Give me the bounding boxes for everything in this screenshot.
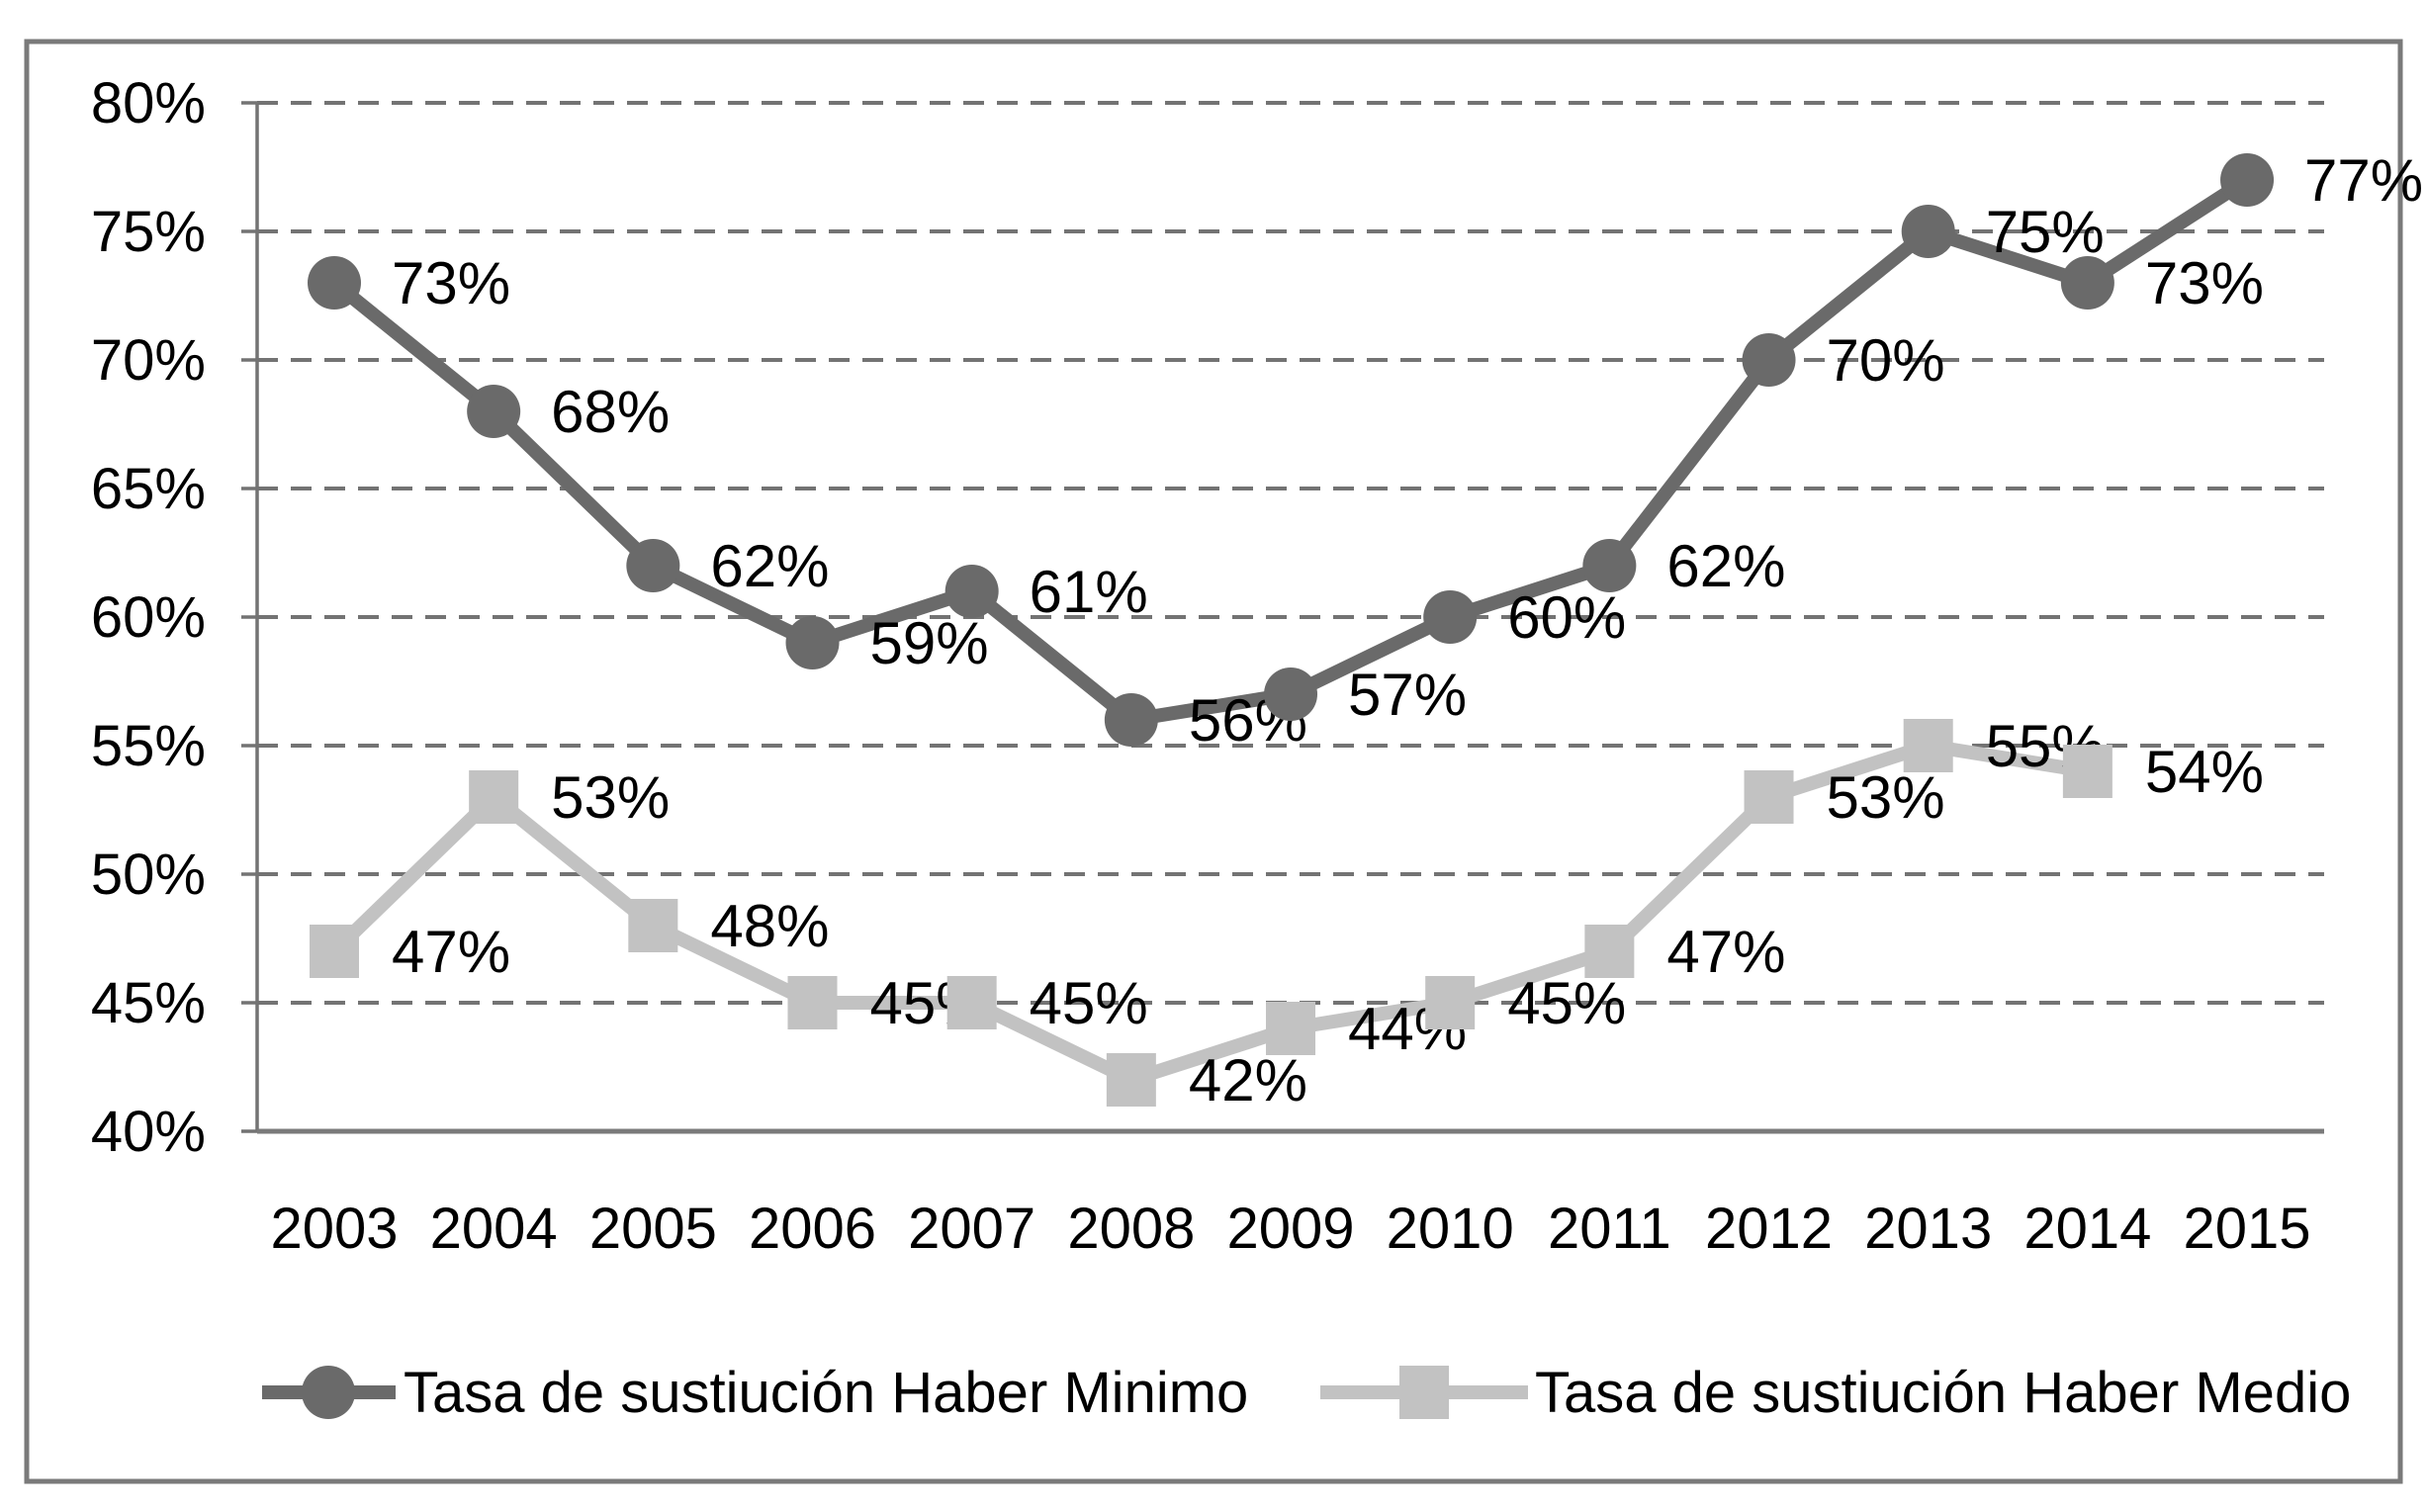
data-label: 53%: [551, 764, 670, 831]
data-label: 42%: [1189, 1047, 1307, 1113]
data-point-marker-square: [469, 770, 519, 824]
data-point-marker-circle: [1104, 693, 1158, 747]
x-axis-label: 2012: [1705, 1197, 1833, 1261]
data-point-marker-circle: [626, 539, 680, 592]
x-axis-label: 2015: [2184, 1197, 2311, 1261]
legend-label: Tasa de sustiución Haber Medio: [1535, 1361, 2351, 1425]
x-axis-label: 2004: [430, 1197, 558, 1261]
data-point-marker-circle: [1264, 667, 1318, 721]
y-axis-label: 75%: [91, 200, 206, 264]
data-point-marker-circle: [2220, 153, 2275, 207]
legend: Tasa de sustiución Haber Minimo Tasa de s…: [262, 1361, 2351, 1425]
x-axis-label: 2003: [270, 1197, 398, 1261]
data-point-marker-circle: [1423, 590, 1478, 644]
data-label: 60%: [1507, 584, 1626, 651]
data-point-marker-square: [1744, 770, 1794, 824]
data-point-marker-square: [787, 976, 838, 1029]
data-point-marker-circle: [1901, 205, 1955, 258]
data-point-marker-square: [1903, 719, 1953, 772]
x-axis-label: 2007: [908, 1197, 1035, 1261]
data-label: 45%: [1030, 970, 1148, 1036]
data-point-marker-circle: [1582, 539, 1637, 592]
data-label: 62%: [710, 533, 829, 599]
x-axis-label: 2013: [1864, 1197, 1992, 1261]
y-axis-label: 65%: [91, 457, 206, 521]
data-point-marker-square: [1425, 976, 1476, 1029]
y-axis-label: 60%: [91, 585, 206, 650]
legend-marker-circle-icon: [302, 1366, 355, 1419]
y-axis-label: 40%: [91, 1100, 206, 1164]
data-label: 48%: [710, 893, 829, 959]
x-axis-label: 2005: [589, 1197, 717, 1261]
y-axis: 80% 75% 70% 65% 60% 55% 50% 45% 40%: [91, 71, 257, 1164]
data-label: 73%: [2145, 250, 2264, 316]
data-label: 53%: [1827, 764, 1945, 831]
y-axis-label: 55%: [91, 714, 206, 778]
x-axis-label: 2014: [2023, 1197, 2151, 1261]
data-label: 77%: [2304, 147, 2423, 214]
data-point-marker-circle: [308, 256, 361, 310]
data-label: 57%: [1348, 662, 1467, 728]
data-label: 73%: [392, 250, 510, 316]
data-label: 54%: [2145, 739, 2264, 805]
data-point-marker-circle: [944, 565, 999, 618]
data-label: 47%: [1666, 919, 1785, 985]
data-point-marker-square: [1266, 1002, 1316, 1055]
series-line-haber-medio: [327, 739, 2095, 1087]
x-axis-label: 2010: [1387, 1197, 1514, 1261]
x-axis-label: 2008: [1067, 1197, 1195, 1261]
data-point-marker-square: [1584, 925, 1635, 978]
data-point-marker-square: [2062, 745, 2112, 798]
series-haber-minimo: 73%68%62%59%61%56% 57%60%62%70%75%73%77%: [308, 147, 2423, 754]
data-label: 45%: [1507, 970, 1626, 1036]
data-label: 59%: [870, 610, 989, 676]
data-label: 47%: [392, 919, 510, 985]
y-axis-label: 50%: [91, 843, 206, 907]
legend-item-haber-medio: Tasa de sustiución Haber Medio: [1320, 1361, 2351, 1425]
data-label: 61%: [1030, 559, 1148, 625]
gridlines: [257, 101, 2324, 1005]
data-point-marker-circle: [785, 616, 840, 669]
x-axis-label: 2009: [1227, 1197, 1355, 1261]
y-axis-label: 80%: [91, 71, 206, 135]
data-label: 62%: [1666, 533, 1785, 599]
data-point-marker-circle: [1742, 333, 1796, 387]
y-axis-label: 45%: [91, 971, 206, 1035]
legend-item-haber-minimo: Tasa de sustiución Haber Minimo: [262, 1361, 1248, 1425]
series-haber-medio: 47%53%48%45% 45%42%44% 45%47%53%55% 54%: [310, 713, 2264, 1113]
y-axis-label: 70%: [91, 328, 206, 393]
x-axis-label: 2011: [1548, 1197, 1671, 1261]
data-label: 68%: [551, 379, 670, 445]
x-axis-label: 2006: [749, 1197, 876, 1261]
data-point-marker-square: [628, 899, 678, 952]
data-point-marker-square: [946, 976, 997, 1029]
data-point-marker-circle: [467, 385, 521, 438]
data-point-marker-square: [1106, 1053, 1156, 1107]
legend-label: Tasa de sustiución Haber Minimo: [404, 1361, 1248, 1425]
data-point-marker-circle: [2060, 256, 2114, 310]
figure-border: [24, 39, 2403, 1484]
x-axis: 2003 2004 2005 2006 2007 2008 2009 2010 2011 2012…: [270, 1197, 2310, 1261]
legend-marker-square-icon: [1399, 1366, 1449, 1419]
data-label: 70%: [1827, 327, 1945, 394]
data-point-marker-square: [310, 925, 359, 978]
data-label: 75%: [1986, 199, 2105, 265]
